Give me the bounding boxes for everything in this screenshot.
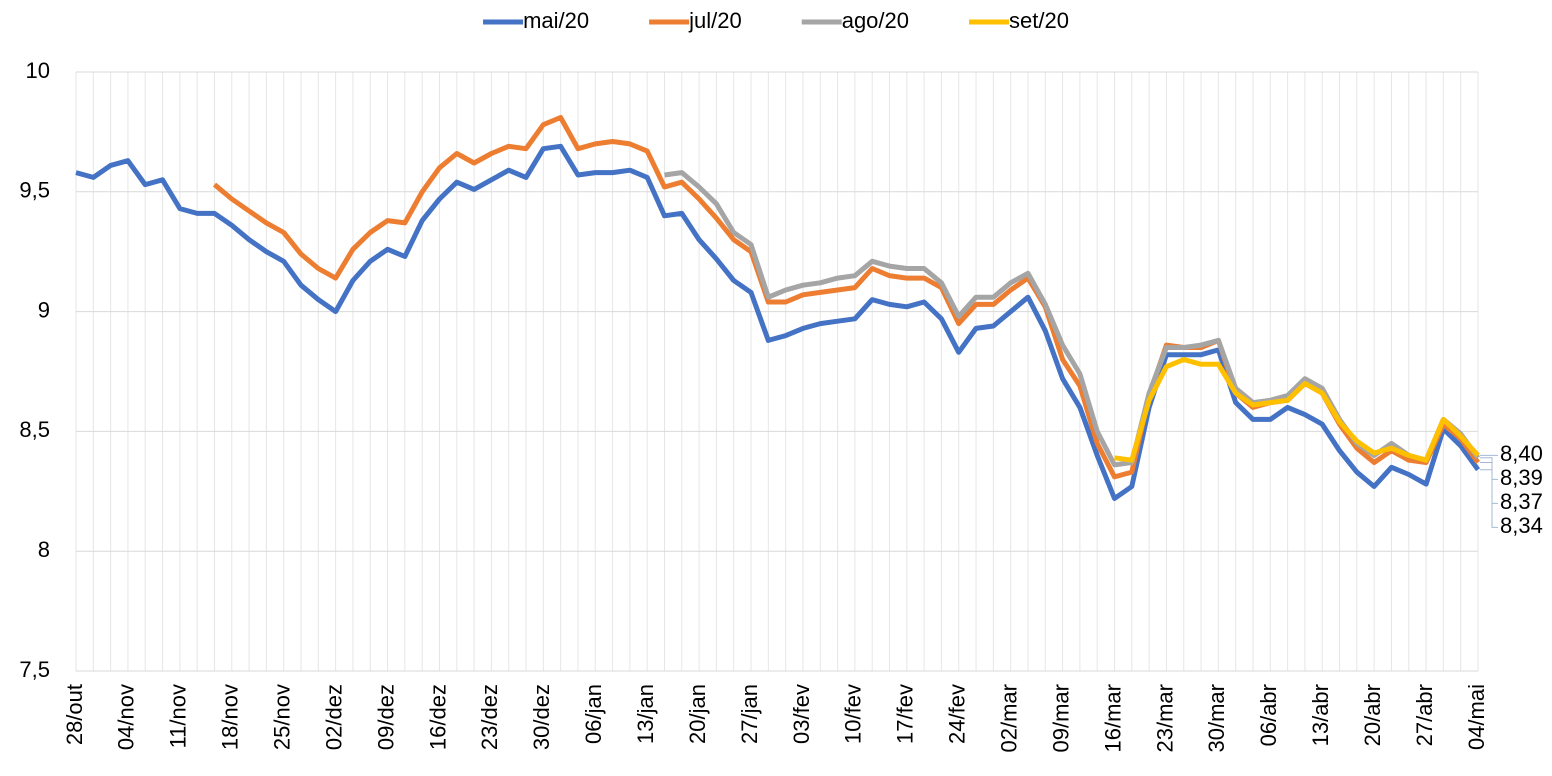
x-tick-label: 24/fev (945, 684, 970, 744)
x-tick-label: 02/mar (996, 684, 1021, 752)
series-line (212, 115, 1481, 480)
series-line (75, 143, 1481, 501)
legend-label: jul/20 (688, 8, 742, 33)
x-tick-label: 23/mar (1152, 684, 1177, 752)
x-tick-label: 04/nov (114, 684, 139, 750)
x-tick-label: 06/abr (1256, 684, 1281, 746)
leader-line (1480, 457, 1498, 480)
x-tick-label: 16/dez (425, 684, 450, 750)
x-tick-label: 09/mar (1048, 684, 1073, 752)
series-line (664, 170, 1481, 468)
x-tick-label: 02/dez (321, 684, 346, 750)
x-tick-label: 20/abr (1360, 684, 1385, 746)
x-tick-label: 11/nov (166, 684, 191, 748)
y-tick-label: 8 (38, 537, 50, 562)
x-tick-label: 13/abr (1308, 684, 1333, 746)
y-tick-label: 9 (38, 297, 50, 322)
x-tick-label: 16/mar (1100, 684, 1125, 752)
x-tick-label: 18/nov (218, 684, 243, 750)
y-tick-label: 10 (26, 58, 50, 83)
y-tick-label: 9,5 (19, 178, 50, 203)
data-label: 8,37 (1500, 489, 1543, 514)
x-tick-label: 30/dez (529, 684, 554, 750)
legend-label: ago/20 (842, 8, 909, 33)
series-line (1114, 357, 1480, 463)
x-tick-label: 23/dez (477, 684, 502, 750)
x-tick-label: 09/dez (373, 684, 398, 750)
data-label: 8,39 (1500, 465, 1543, 490)
x-tick-label: 27/jan (737, 684, 762, 744)
x-tick-label: 10/fev (841, 684, 866, 744)
x-tick-label: 28/out (62, 684, 87, 745)
x-tick-label: 17/fev (893, 684, 918, 744)
x-tick-label: 04/mai (1464, 684, 1489, 750)
x-tick-label: 25/nov (270, 684, 295, 750)
x-tick-label: 20/jan (685, 684, 710, 744)
leader-line (1480, 469, 1498, 528)
legend-label: mai/20 (523, 8, 589, 33)
x-tick-label: 13/jan (633, 684, 658, 744)
legend-label: set/20 (1009, 8, 1069, 33)
x-tick-label: 27/abr (1412, 684, 1437, 746)
y-tick-label: 7,5 (19, 657, 50, 682)
data-label: 8,34 (1500, 513, 1543, 538)
leader-line (1480, 462, 1498, 504)
legend: mai/20 jul/20 ago/20 set/20 (483, 8, 1069, 33)
x-tick-label: 30/mar (1204, 684, 1229, 752)
x-tick-label: 06/jan (581, 684, 606, 744)
x-tick-label: 03/fev (789, 684, 814, 744)
data-label: 8,40 (1500, 441, 1543, 466)
y-tick-label: 8,5 (19, 417, 50, 442)
